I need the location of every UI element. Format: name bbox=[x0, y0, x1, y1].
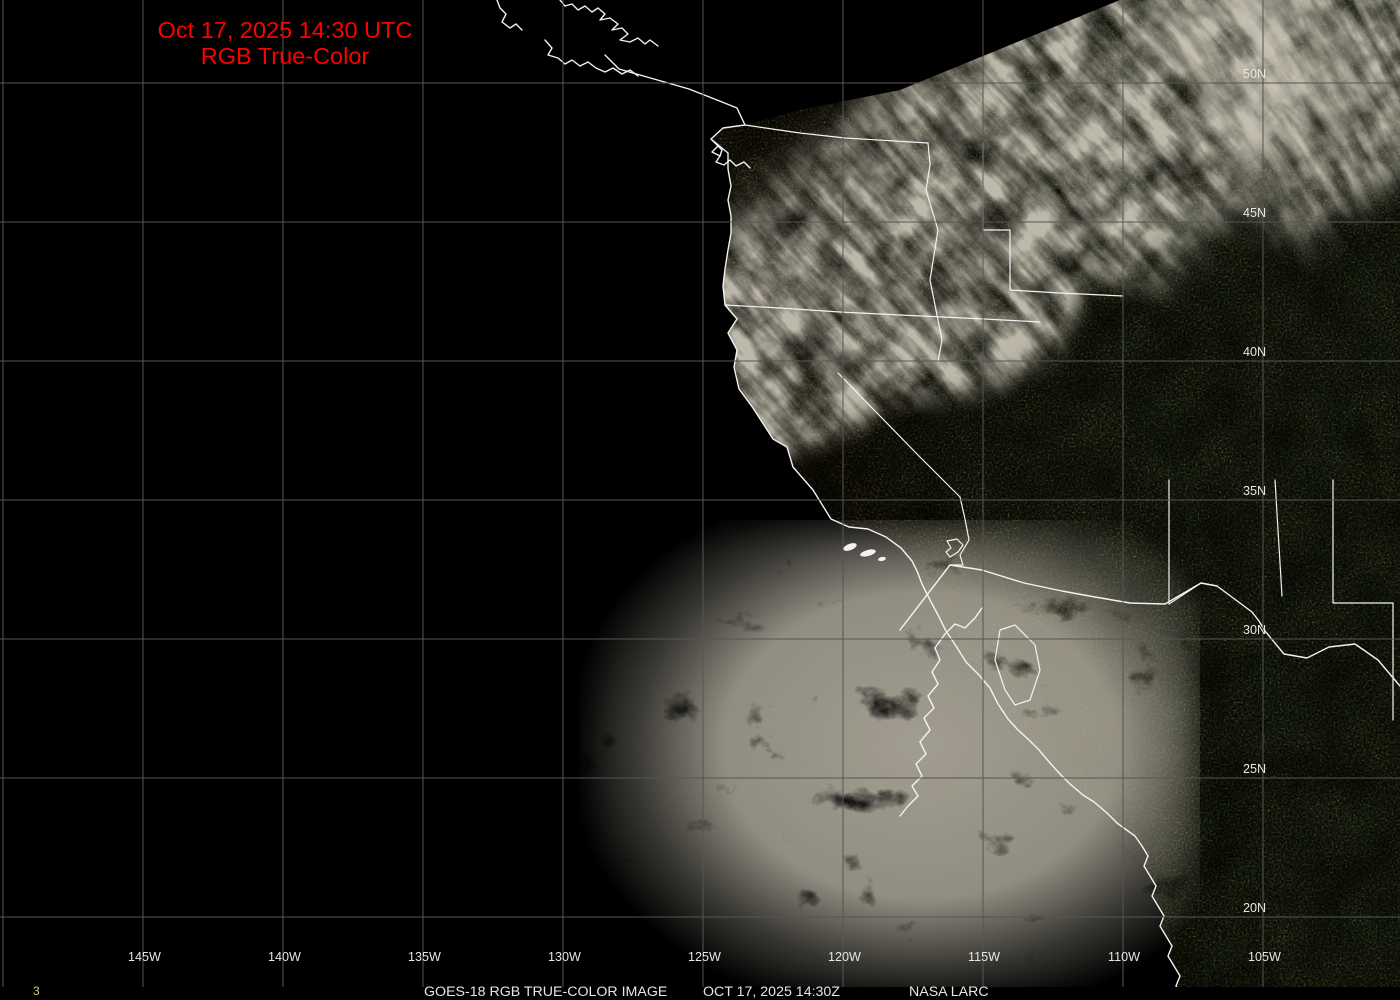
svg-text:40N: 40N bbox=[1243, 345, 1266, 359]
svg-text:OCT 17, 2025 14:30Z: OCT 17, 2025 14:30Z bbox=[703, 984, 840, 1000]
svg-text:Oct 17, 2025 14:30 UTC: Oct 17, 2025 14:30 UTC bbox=[158, 17, 413, 43]
svg-text:20N: 20N bbox=[1243, 901, 1266, 915]
svg-text:120W: 120W bbox=[828, 950, 861, 964]
svg-text:GOES-18 RGB TRUE-COLOR IMAGE: GOES-18 RGB TRUE-COLOR IMAGE bbox=[424, 984, 667, 1000]
svg-text:50N: 50N bbox=[1243, 67, 1266, 81]
svg-text:140W: 140W bbox=[268, 950, 301, 964]
svg-text:30N: 30N bbox=[1243, 623, 1266, 637]
svg-text:25N: 25N bbox=[1243, 762, 1266, 776]
svg-text:110W: 110W bbox=[1108, 950, 1140, 964]
svg-text:145W: 145W bbox=[128, 950, 161, 964]
svg-text:105W: 105W bbox=[1248, 950, 1281, 964]
svg-text:NASA LARC: NASA LARC bbox=[909, 984, 989, 1000]
svg-text:135W: 135W bbox=[408, 950, 441, 964]
svg-text:35N: 35N bbox=[1243, 484, 1266, 498]
svg-text:RGB True-Color: RGB True-Color bbox=[201, 43, 370, 69]
svg-text:3: 3 bbox=[33, 984, 40, 998]
svg-text:115W: 115W bbox=[968, 950, 1000, 964]
svg-text:125W: 125W bbox=[688, 950, 721, 964]
svg-text:45N: 45N bbox=[1243, 206, 1266, 220]
svg-text:130W: 130W bbox=[548, 950, 581, 964]
